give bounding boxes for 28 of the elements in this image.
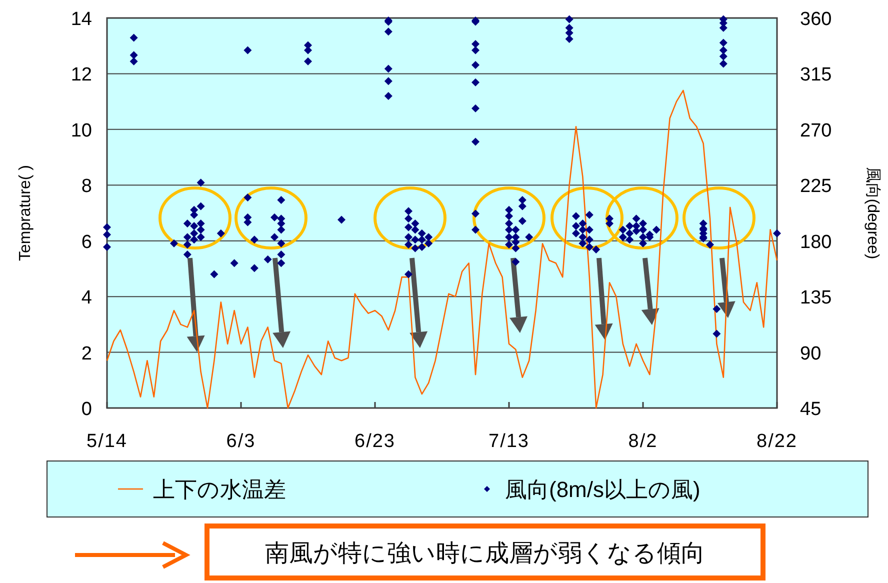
y-tick-label: 12 bbox=[70, 64, 92, 86]
y2-tick-label: 360 bbox=[800, 9, 832, 30]
y-axis-title: Temprature( ) bbox=[17, 164, 34, 262]
y2-tick-label: 225 bbox=[800, 176, 832, 198]
y-tick-label: 6 bbox=[81, 232, 92, 253]
x-tick-label: 6/3 bbox=[226, 431, 256, 452]
legend-label: 上下の水温差 bbox=[153, 477, 286, 502]
y2-tick-label: 90 bbox=[800, 343, 822, 364]
y2-tick-label: 135 bbox=[800, 288, 832, 309]
y2-tick-label: 180 bbox=[800, 232, 832, 253]
y-tick-label: 0 bbox=[81, 399, 92, 420]
y2-tick-label: 270 bbox=[800, 120, 832, 142]
x-tick-label: 5/14 bbox=[86, 431, 128, 452]
x-tick-label: 8/22 bbox=[756, 431, 798, 452]
y-tick-label: 10 bbox=[70, 120, 92, 142]
text: 南風が特に強い時に成層が弱くなる傾向 bbox=[265, 540, 705, 567]
y2-tick-label: 315 bbox=[800, 64, 832, 86]
x-tick-label: 7/13 bbox=[488, 431, 530, 452]
line-series bbox=[106, 90, 778, 409]
legend-label: 風向(8m/s以上の風) bbox=[505, 477, 700, 502]
y-tick-label: 2 bbox=[81, 343, 92, 364]
y-tick-label: 4 bbox=[81, 288, 92, 309]
y2-axis-title: 風向(degree) bbox=[864, 166, 881, 260]
y-tick-label: 14 bbox=[70, 9, 92, 30]
x-tick-label: 6/23 bbox=[354, 431, 396, 452]
y2-tick-label: 45 bbox=[800, 399, 822, 420]
x-tick-label: 8/2 bbox=[628, 431, 658, 452]
y-tick-label: 8 bbox=[81, 176, 92, 198]
